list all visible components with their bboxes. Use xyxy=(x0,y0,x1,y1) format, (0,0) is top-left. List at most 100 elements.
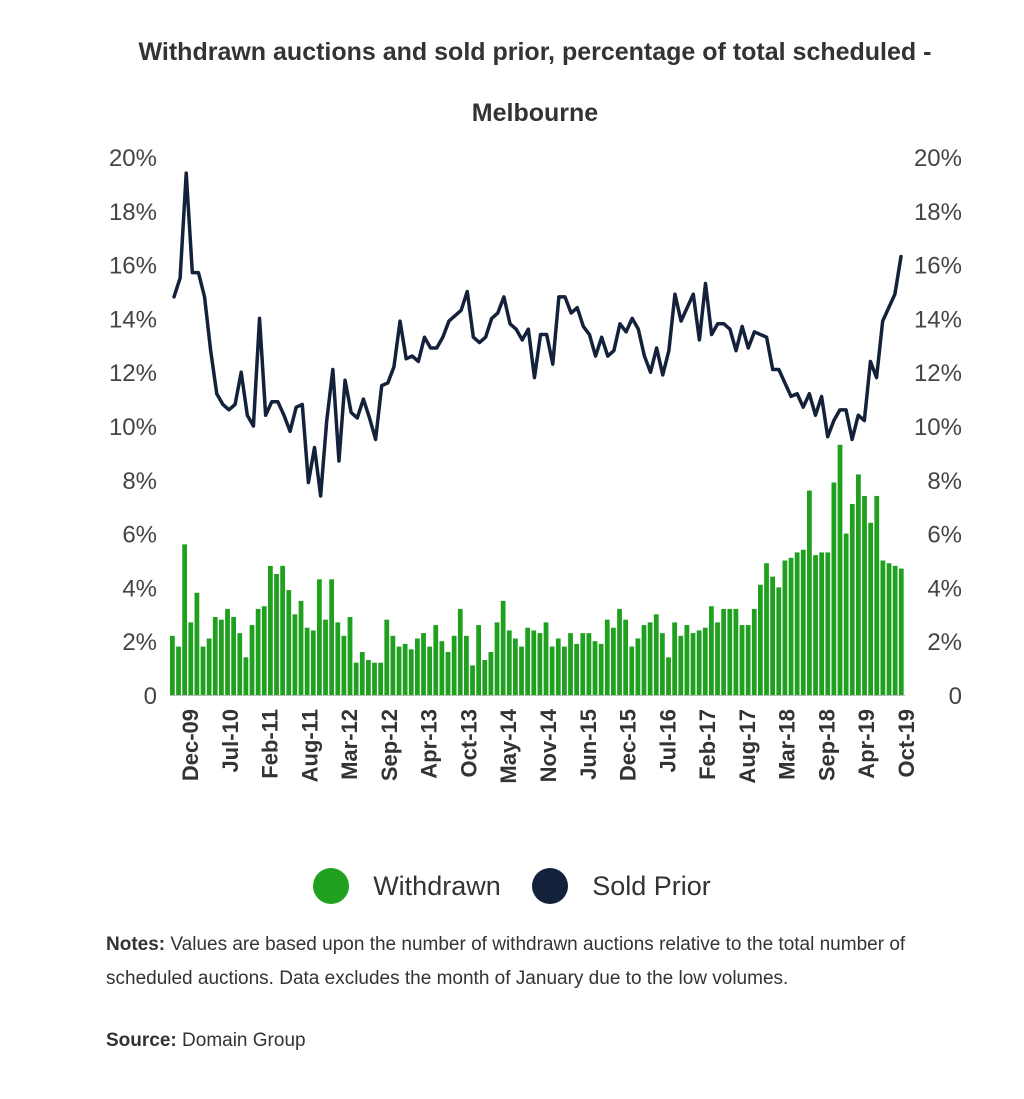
y-tick-left: 8% xyxy=(122,468,157,495)
withdrawn-bar xyxy=(537,633,543,695)
y-axis-right: 0 2% 4% 6% 8% 10% 12% 14% 16% 18% 20% xyxy=(914,145,962,710)
withdrawn-bar xyxy=(482,660,488,695)
legend-swatch-withdrawn xyxy=(313,868,350,904)
x-tick: Oct-13 xyxy=(456,709,481,777)
x-tick: Feb-11 xyxy=(258,709,283,779)
withdrawn-bar xyxy=(280,565,286,695)
withdrawn-bar xyxy=(292,614,298,695)
withdrawn-bar xyxy=(709,606,714,695)
withdrawn-bar xyxy=(629,646,635,695)
withdrawn-bar xyxy=(476,625,482,695)
withdrawn-bar xyxy=(678,635,684,695)
x-tick: Aug-17 xyxy=(735,709,760,784)
withdrawn-bar xyxy=(782,560,788,695)
withdrawn-bar xyxy=(390,635,396,695)
withdrawn-bar xyxy=(359,651,365,695)
withdrawn-bar xyxy=(611,627,616,695)
withdrawn-bar xyxy=(353,662,359,695)
y-tick-left: 18% xyxy=(109,199,157,226)
x-axis: Dec-09 Jul-10 Feb-11 Aug-11 Mar-12 Sep-12 Apr-… xyxy=(170,695,919,784)
y-tick-left: 12% xyxy=(109,360,157,387)
withdrawn-bar xyxy=(647,622,653,695)
withdrawn-bar xyxy=(831,482,837,695)
withdrawn-bar xyxy=(568,633,573,695)
y-tick-right: 8% xyxy=(927,468,962,495)
legend-item-withdrawn: Withdrawn xyxy=(313,868,501,904)
withdrawn-bar xyxy=(298,600,304,695)
x-tick: Sep-12 xyxy=(377,709,402,781)
withdrawn-bar xyxy=(770,576,776,695)
withdrawn-bar xyxy=(856,474,861,695)
withdrawn-bar xyxy=(617,608,622,695)
x-tick: Jun-15 xyxy=(576,709,601,780)
notes-label: Notes: xyxy=(106,934,166,955)
y-tick-right: 10% xyxy=(914,414,962,441)
withdrawn-bar xyxy=(813,555,818,695)
x-tick: May-14 xyxy=(496,708,521,783)
withdrawn-bar xyxy=(623,619,629,695)
withdrawn-bar xyxy=(347,616,353,695)
y-tick-left: 2% xyxy=(122,629,157,656)
withdrawn-bar xyxy=(531,630,537,695)
withdrawn-bar xyxy=(243,657,249,695)
withdrawn-bar xyxy=(555,638,561,695)
y-tick-right: 20% xyxy=(914,145,962,172)
withdrawn-bar xyxy=(341,635,347,695)
y-axis-left: 0 2% 4% 6% 8% 10% 12% 14% 16% 18% 20% xyxy=(109,145,157,710)
legend-swatch-sold-prior xyxy=(532,868,569,904)
notes: Notes: Values are based upon the number … xyxy=(106,928,986,996)
withdrawn-bar xyxy=(268,565,273,695)
y-tick-right: 14% xyxy=(914,306,962,333)
withdrawn-bar xyxy=(886,563,892,695)
y-tick-left: 14% xyxy=(109,306,157,333)
y-tick-right: 4% xyxy=(927,575,962,602)
withdrawn-bar xyxy=(225,608,230,695)
x-tick: Aug-11 xyxy=(297,709,322,782)
withdrawn-bar xyxy=(396,646,402,695)
withdrawn-bar xyxy=(635,638,641,695)
y-tick-right: 16% xyxy=(914,253,962,280)
x-tick: Apr-19 xyxy=(854,709,879,779)
withdrawn-bar xyxy=(470,665,475,695)
withdrawn-bar xyxy=(788,557,794,695)
legend-label-withdrawn: Withdrawn xyxy=(373,870,501,901)
withdrawn-bar xyxy=(598,643,604,695)
y-tick-left: 16% xyxy=(109,253,157,280)
withdrawn-bar xyxy=(807,490,812,695)
x-tick: Oct-19 xyxy=(894,709,919,777)
withdrawn-bar xyxy=(188,622,194,695)
withdrawn-bar xyxy=(261,606,267,695)
withdrawn-bar xyxy=(249,625,255,695)
withdrawn-bar xyxy=(464,635,469,695)
source-text: Domain Group xyxy=(176,1030,306,1051)
x-tick: Mar-18 xyxy=(775,709,800,780)
withdrawn-bar xyxy=(304,627,310,695)
x-tick: Jul-16 xyxy=(655,709,680,773)
withdrawn-bar xyxy=(702,627,708,695)
chart-title: Withdrawn auctions and sold prior, perce… xyxy=(138,38,932,127)
y-tick-left: 10% xyxy=(109,414,157,441)
legend: Withdrawn Sold Prior xyxy=(0,868,1024,911)
x-tick: Sep-18 xyxy=(814,709,839,781)
withdrawn-bar xyxy=(690,633,696,695)
withdrawn-bar xyxy=(494,622,500,695)
withdrawn-bar xyxy=(310,630,316,695)
withdrawn-bar xyxy=(415,638,420,695)
withdrawn-bar xyxy=(660,633,665,695)
withdrawn-bar xyxy=(519,646,524,695)
withdrawn-bar xyxy=(231,616,237,695)
withdrawn-bar xyxy=(672,622,678,695)
withdrawn-bar xyxy=(451,635,457,695)
withdrawn-bar xyxy=(696,630,702,695)
x-tick: Dec-09 xyxy=(178,709,203,781)
x-tick: Mar-12 xyxy=(337,709,362,780)
withdrawn-bar xyxy=(868,522,874,695)
withdrawn-bar xyxy=(170,635,175,695)
withdrawn-bars xyxy=(170,444,904,695)
y-tick-left: 4% xyxy=(122,575,157,602)
sold-prior-line xyxy=(172,171,903,498)
notes-text: Values are based upon the number of with… xyxy=(106,934,906,989)
withdrawn-bar xyxy=(274,573,279,695)
source-label: Source: xyxy=(106,1030,177,1051)
withdrawn-bar xyxy=(176,646,181,695)
